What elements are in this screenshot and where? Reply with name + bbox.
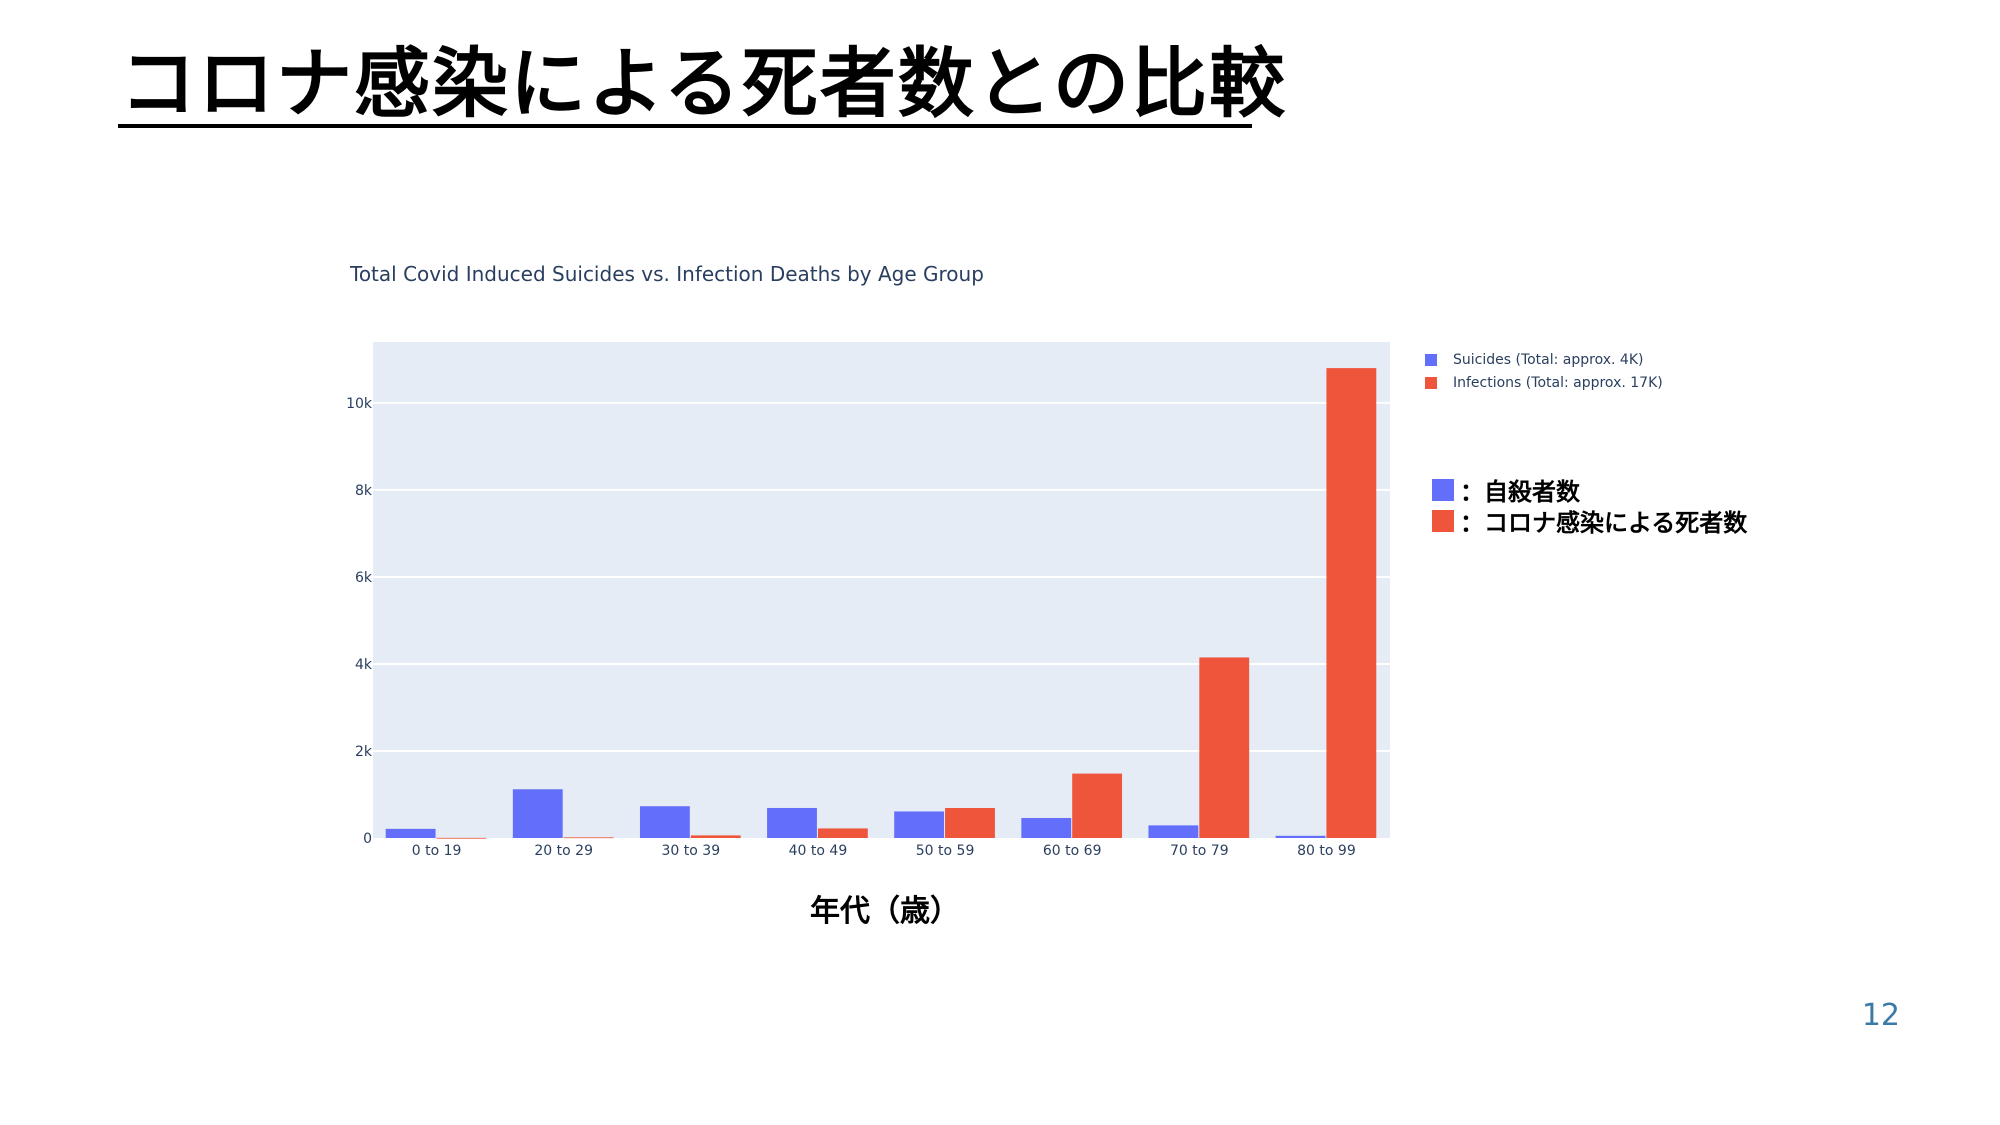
- legend-swatch-infections: [1425, 376, 1437, 389]
- annotation-item-suicides: ：自殺者数: [1432, 474, 1747, 506]
- legend-label-infections: Infections (Total: approx. 17K): [1453, 374, 1663, 391]
- chart-title: Total Covid Induced Suicides vs. Infecti…: [350, 262, 984, 286]
- x-tick-label: 70 to 79: [1170, 843, 1229, 859]
- x-tick-label: 30 to 39: [662, 843, 721, 859]
- bar-infections[interactable]: [945, 807, 995, 838]
- bar-infections[interactable]: [563, 837, 614, 839]
- annotation-swatch-infections: [1432, 509, 1454, 532]
- annotation-label-suicides: ：自殺者数: [1460, 478, 1580, 506]
- bar-suicides[interactable]: [1021, 817, 1072, 838]
- bar-suicides[interactable]: [512, 789, 563, 838]
- y-tick-label: 8k: [355, 483, 373, 499]
- legend-label-suicides: Suicides (Total: approx. 4K): [1453, 351, 1644, 368]
- x-tick-label: 20 to 29: [534, 843, 593, 859]
- legend-swatch-suicides: [1425, 353, 1437, 366]
- x-tick-label: 60 to 69: [1043, 843, 1102, 859]
- title-underline: [118, 124, 1252, 128]
- bar-suicides[interactable]: [385, 828, 436, 838]
- y-tick-label: 4k: [355, 657, 373, 673]
- bar-suicides[interactable]: [1148, 825, 1199, 838]
- x-tick-label: 40 to 49: [789, 843, 848, 859]
- bar-infections[interactable]: [690, 835, 741, 838]
- bar-infections[interactable]: [1326, 368, 1377, 838]
- y-tick-label: 6k: [355, 570, 373, 586]
- bar-suicides[interactable]: [894, 811, 945, 838]
- x-tick-label: 80 to 99: [1297, 843, 1356, 859]
- bars: [385, 368, 1377, 839]
- page-number: 12: [1861, 998, 1900, 1033]
- bar-infections[interactable]: [1072, 773, 1123, 838]
- y-tick-labels: 0 2k 4k 6k 8k 10k: [346, 396, 373, 847]
- annotation-swatch-suicides: [1432, 478, 1454, 501]
- bar-suicides[interactable]: [767, 807, 817, 838]
- y-tick-label: 0: [363, 831, 372, 847]
- annotation-label-infections: ：コロナ感染による死者数: [1460, 509, 1748, 537]
- bar-infections[interactable]: [436, 837, 487, 839]
- x-tick-label: 50 to 59: [916, 843, 975, 859]
- legend-item-infections[interactable]: Infections (Total: approx. 17K): [1425, 371, 1663, 394]
- japanese-legend-annotation: ：自殺者数 ：コロナ感染による死者数: [1432, 474, 1748, 537]
- y-tick-label: 10k: [346, 396, 373, 412]
- bar-suicides[interactable]: [1275, 835, 1326, 838]
- y-tick-label: 2k: [355, 744, 373, 760]
- x-axis-label: 年代（歳）: [810, 894, 960, 929]
- chart-legend: Suicides (Total: approx. 4K) Infections …: [1425, 348, 1663, 394]
- slide-title: コロナ感染による死者数との比較: [120, 39, 1287, 128]
- x-tick-labels: 0 to 19 20 to 29 30 to 39 40 to 49 50 to 59 6…: [412, 843, 1356, 859]
- legend-item-suicides[interactable]: Suicides (Total: approx. 4K): [1425, 348, 1663, 371]
- annotation-item-infections: ：コロナ感染による死者数: [1432, 505, 1748, 537]
- bar-infections[interactable]: [1199, 657, 1250, 838]
- x-tick-label: 0 to 19: [412, 843, 462, 859]
- bar-suicides[interactable]: [639, 806, 690, 838]
- bar-infections[interactable]: [817, 828, 868, 838]
